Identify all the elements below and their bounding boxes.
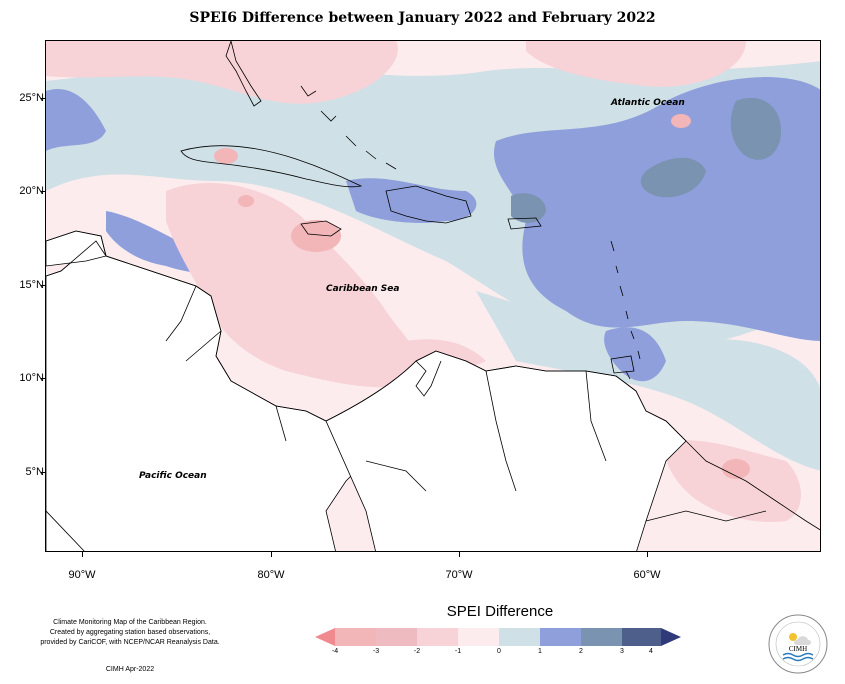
legend-swatch-m1: [417, 628, 458, 646]
legend-colorbar: [315, 628, 681, 646]
legend-swatch-0n: [458, 628, 499, 646]
bahamas-coast: [300, 85, 397, 170]
credits-line-3: provided by CariCOF, with NCEP/NCAR Rean…: [40, 639, 220, 646]
sun-icon: [789, 633, 797, 641]
dry-region-guianas: [664, 440, 801, 522]
legend-tick: 3: [620, 648, 624, 655]
yucatan-coast: [46, 230, 107, 257]
mexico-land: [46, 510, 85, 551]
central-america-coast: [46, 240, 327, 422]
wave-icon: [782, 652, 814, 658]
lat-label-25n: 25°N: [19, 92, 44, 104]
lat-tick: [41, 98, 45, 99]
cloud-icon: [794, 636, 811, 645]
legend-tick: 4: [649, 648, 653, 655]
wet-region-antilles: [604, 327, 666, 382]
florida-coast: [225, 41, 262, 107]
legend-tick: -4: [331, 648, 339, 655]
lon-tick: [647, 552, 648, 557]
legend-arrow-right: [661, 628, 681, 646]
legend-tick: -3: [372, 648, 380, 655]
label-atlantic-ocean: Atlantic Ocean: [610, 98, 685, 108]
dry-region-northeast: [526, 41, 746, 87]
lon-tick: [271, 552, 272, 557]
map-area: Atlantic Ocean Caribbean Sea Pacific Oce…: [45, 40, 821, 552]
venezuela-coast: [415, 360, 442, 397]
legend-swatch-3: [622, 628, 661, 646]
lesser-antilles-coast: [610, 240, 641, 380]
lat-tick: [41, 378, 45, 379]
credits-date: CIMH Apr-2022: [105, 666, 155, 673]
map-title: SPEI6 Difference between January 2022 an…: [189, 10, 656, 26]
logo-text: CIMH: [789, 645, 807, 653]
hispaniola-coast: [385, 185, 472, 224]
lon-label-90w: 90°W: [68, 569, 96, 581]
lat-tick: [41, 285, 45, 286]
south-america-coast: [325, 350, 820, 531]
wet-region-puerto-rico: [511, 193, 546, 223]
spei-map: Atlantic Ocean Caribbean Sea Pacific Oce…: [46, 41, 820, 551]
legend-tick: 2: [579, 648, 583, 655]
trinidad-coast: [610, 355, 635, 374]
legend-arrow-left: [315, 628, 335, 646]
legend-title: SPEI Difference: [446, 603, 554, 620]
legend-tick: 0: [497, 648, 501, 655]
dry-spot-atlantic: [671, 114, 691, 128]
legend-tick: 1: [538, 648, 542, 655]
puerto-rico-coast: [507, 217, 542, 230]
legend-swatch-m3: [335, 628, 376, 646]
cimh-logo-icon: CIMH: [768, 614, 828, 674]
jamaica-coast: [300, 220, 342, 237]
wet-region-atlantic-mid: [640, 157, 706, 198]
cuba-coast: [180, 145, 363, 188]
coastlines: [46, 41, 820, 531]
legend-swatch-m2: [376, 628, 417, 646]
legend-swatch-0p: [499, 628, 540, 646]
lat-tick: [41, 191, 45, 192]
credits-block: Climate Monitoring Map of the Caribbean …: [0, 618, 260, 648]
lat-label-15n: 15°N: [19, 279, 44, 291]
dry-spot-cuba: [214, 148, 238, 164]
lon-tick: [82, 552, 83, 557]
wet-region-atlantic-core: [730, 97, 781, 160]
legend-swatch-1: [540, 628, 581, 646]
lat-label-20n: 20°N: [19, 185, 44, 197]
dry-spot-cayman: [238, 195, 254, 207]
wet-region-west: [46, 89, 106, 151]
lon-label-60w: 60°W: [633, 569, 661, 581]
lat-label-10n: 10°N: [19, 372, 44, 384]
dry-spot-suriname: [722, 459, 750, 479]
dry-region-north: [46, 41, 398, 104]
legend-tick: -2: [413, 648, 421, 655]
neutral-region-east: [476, 291, 820, 471]
lon-tick: [459, 552, 460, 557]
credits-line-1: Climate Monitoring Map of the Caribbean …: [53, 619, 207, 626]
country-borders: [165, 285, 767, 522]
lon-label-80w: 80°W: [257, 569, 285, 581]
lat-label-5n: 5°N: [25, 466, 44, 478]
dry-region-caribbean: [166, 182, 419, 388]
legend-swatch-2: [581, 628, 622, 646]
lat-tick: [41, 472, 45, 473]
credits-line-2: Created by aggregating station based obs…: [49, 629, 211, 636]
label-caribbean-sea: Caribbean Sea: [326, 284, 399, 294]
legend-tick: -1: [454, 648, 462, 655]
wet-region-hispaniola: [346, 178, 477, 223]
lon-label-70w: 70°W: [445, 569, 473, 581]
label-pacific-ocean: Pacific Ocean: [139, 471, 207, 481]
legend-ticks: -4 -3 -2 -1 0 1 2 3 4: [0, 648, 845, 662]
